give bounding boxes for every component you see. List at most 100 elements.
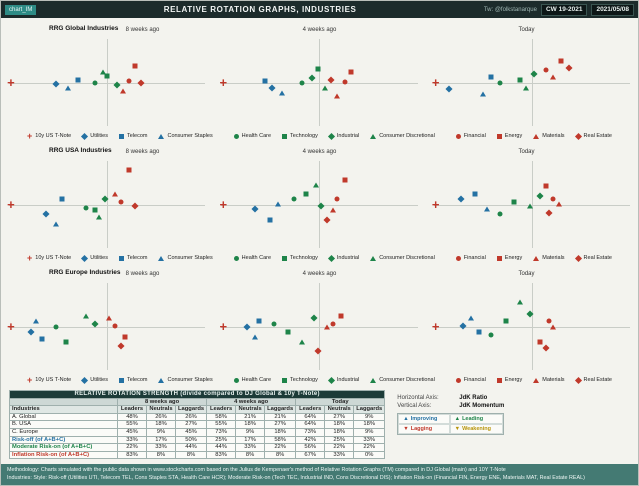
real-estate-marker <box>313 347 322 355</box>
technology-marker <box>282 255 288 261</box>
technology-marker <box>315 66 321 72</box>
table-cell: 64% <box>295 412 326 422</box>
legend-item-consumer-discretional: Consumer Discretional <box>370 255 435 261</box>
legend-label-health-care: Health Care <box>241 255 272 261</box>
table-cell: 22% <box>117 443 147 452</box>
industrial-marker <box>308 74 316 82</box>
rrg-panel-today: + <box>432 279 631 374</box>
real-estate-marker <box>574 132 582 140</box>
energy-marker <box>338 313 344 319</box>
telecom-marker <box>118 255 124 261</box>
table-cell: 8% <box>146 450 176 460</box>
utilities-marker <box>42 210 50 218</box>
horizontal-axis-label: Horizontal Axis: <box>397 395 439 401</box>
row-legend: +10y US T-Note Utilities Telecom Consumer S… <box>9 252 630 264</box>
materials-marker <box>533 255 540 261</box>
quadrant-weakening-label: Weakening <box>462 426 491 432</box>
financial-marker <box>550 196 556 202</box>
legend-item-materials: Materials <box>533 377 565 383</box>
legend-label-real-estate: Real Estate <box>583 133 612 139</box>
table-cell: 44% <box>206 443 237 452</box>
subheader-laggards: Laggards <box>264 405 297 414</box>
header-right: Tw: @folkstanarque CW 19-2021 2021/05/08 <box>484 3 634 16</box>
legend-label-utilities: Utilities <box>90 377 108 383</box>
horizontal-axis-line: Horizontal Axis: JdK Ratio <box>397 395 504 401</box>
financial-marker <box>455 133 461 139</box>
subheader-leaders: Leaders <box>295 405 326 414</box>
legend-label-consumer-staples: Consumer Staples <box>167 377 213 383</box>
energy-marker <box>126 167 132 173</box>
real-estate-marker <box>565 64 573 72</box>
consumer-discretional-marker <box>298 339 305 345</box>
legend-item-10y-us-t-note: +10y US T-Note <box>27 253 72 262</box>
table-cell: 73% <box>206 427 237 437</box>
legend-label-health-care: Health Care <box>241 377 272 383</box>
row-title: RRG Global Industries <box>49 25 119 32</box>
consumer-discretional-marker <box>322 85 329 91</box>
10y-us-t-note-marker: + <box>7 74 15 90</box>
table-row-c-europe: C. Europe 45% 9% 45% 73% 9% 18% 73% 18% 9% <box>9 427 386 437</box>
health-care-marker <box>271 321 277 327</box>
health-care-marker <box>299 80 305 86</box>
consumer-discretional-marker <box>82 313 89 319</box>
financial-marker <box>126 78 132 84</box>
calendar-week-badge: CW 19-2021 <box>540 3 588 16</box>
rrg-panel-today: + <box>432 157 631 252</box>
financial-marker <box>330 321 336 327</box>
technology-marker <box>282 133 288 139</box>
energy-marker <box>496 377 502 383</box>
consumer-discretional-marker <box>100 69 107 75</box>
materials-marker <box>119 88 126 94</box>
financial-marker <box>546 318 552 324</box>
subheader-leaders: Leaders <box>117 405 147 414</box>
legend-label-utilities: Utilities <box>90 255 108 261</box>
financial-marker <box>112 323 118 329</box>
legend-label-technology: Technology <box>290 377 318 383</box>
health-care-marker <box>233 255 239 261</box>
utilities-marker <box>81 132 89 140</box>
energy-marker <box>558 58 564 64</box>
utilities-marker <box>251 205 259 213</box>
panel-period-label: 4 weeks ago <box>302 26 337 33</box>
table-cell: 58% <box>264 435 297 445</box>
industrial-marker <box>327 132 335 140</box>
10y-us-t-note-marker: + <box>219 74 228 90</box>
row-label: A. Global <box>9 412 118 422</box>
consumer-staples-marker <box>275 201 282 207</box>
table-cell: 67% <box>295 450 326 460</box>
energy-marker <box>537 339 543 345</box>
table-cell: 22% <box>264 443 297 452</box>
10y-us-t-note-marker: + <box>7 196 15 212</box>
rrg-panel-4-weeks-ago: + <box>219 157 418 252</box>
health-care-marker <box>291 196 297 202</box>
up-arrow-icon: ▲ <box>454 416 461 422</box>
panel-period-label: Today <box>518 26 535 33</box>
materials-marker <box>533 377 540 383</box>
up-arrow-icon: ▲ <box>403 416 409 422</box>
legend-label-real-estate: Real Estate <box>583 377 612 383</box>
bottom-section: RELATIVE ROTATION STRENGTH (divide compa… <box>1 390 638 460</box>
subheader-leaders: Leaders <box>206 405 237 414</box>
health-care-marker <box>497 211 503 217</box>
consumer-staples-marker <box>479 91 486 97</box>
legend-label-consumer-staples: Consumer Staples <box>167 255 213 261</box>
table-cell: 9% <box>235 427 266 437</box>
table-cell: 18% <box>264 427 297 437</box>
industrial-marker <box>317 202 325 210</box>
legend-label-telecom: Telecom <box>126 133 148 139</box>
health-care-marker <box>233 377 239 383</box>
materials-marker <box>550 74 557 80</box>
legend-item-real-estate: Real Estate <box>574 376 612 384</box>
table-period-row: 8 weeks ago 4 weeks ago Today <box>9 397 386 407</box>
health-care-marker <box>83 205 89 211</box>
row-label: Moderate Risk-on (of A+B+C) <box>9 443 118 452</box>
technology-marker <box>503 318 509 324</box>
energy-marker <box>348 69 354 75</box>
date-badge: 2021/05/08 <box>591 3 634 16</box>
legend-label-10y-us-t-note: 10y US T-Note <box>35 255 72 261</box>
legend-item-telecom: Telecom <box>118 255 147 261</box>
10y-us-t-note-marker: + <box>431 74 440 90</box>
consumer-staples-marker <box>467 315 474 321</box>
period-header-today: Today <box>295 397 386 407</box>
legend-label-consumer-staples: Consumer Staples <box>167 133 213 139</box>
